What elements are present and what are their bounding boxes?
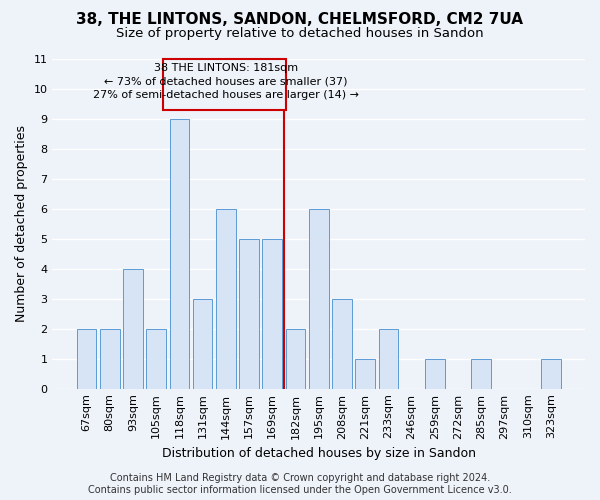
Bar xyxy=(332,299,352,388)
Bar xyxy=(309,209,329,388)
Text: 38 THE LINTONS: 181sqm
← 73% of detached houses are smaller (37)
27% of semi-det: 38 THE LINTONS: 181sqm ← 73% of detached… xyxy=(93,64,359,100)
Bar xyxy=(77,328,97,388)
Bar xyxy=(170,119,189,388)
Bar xyxy=(239,239,259,388)
Bar xyxy=(123,269,143,388)
Bar xyxy=(146,328,166,388)
Bar xyxy=(541,358,561,388)
Y-axis label: Number of detached properties: Number of detached properties xyxy=(15,126,28,322)
Bar xyxy=(355,358,375,388)
Bar xyxy=(163,59,286,110)
Bar xyxy=(193,299,212,388)
Bar xyxy=(216,209,236,388)
Text: Contains HM Land Registry data © Crown copyright and database right 2024.
Contai: Contains HM Land Registry data © Crown c… xyxy=(88,474,512,495)
Text: Size of property relative to detached houses in Sandon: Size of property relative to detached ho… xyxy=(116,28,484,40)
Text: 38, THE LINTONS, SANDON, CHELMSFORD, CM2 7UA: 38, THE LINTONS, SANDON, CHELMSFORD, CM2… xyxy=(77,12,523,28)
X-axis label: Distribution of detached houses by size in Sandon: Distribution of detached houses by size … xyxy=(162,447,476,460)
Bar xyxy=(379,328,398,388)
Bar xyxy=(100,328,119,388)
Bar xyxy=(286,328,305,388)
Bar xyxy=(472,358,491,388)
Bar xyxy=(425,358,445,388)
Bar xyxy=(262,239,282,388)
